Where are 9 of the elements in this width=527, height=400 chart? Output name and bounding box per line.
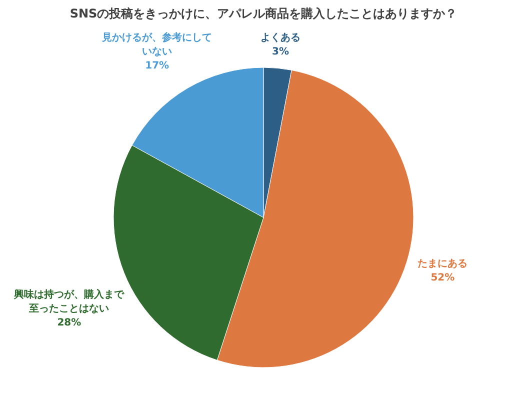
- data-label: 17%: [145, 60, 170, 72]
- chart-title: SNSの投稿をきっかけに、アパレル商品を購入したことはありますか？: [70, 6, 458, 20]
- slice-label: よくある: [260, 32, 301, 44]
- slice-label: 興味は持つが、購入まで至ったことはない: [13, 288, 126, 314]
- slice-label: たまにある: [418, 258, 468, 270]
- data-label: 52%: [430, 272, 455, 284]
- data-label: 28%: [57, 317, 82, 328]
- slice-label: 見かけるが、参考にしていない: [101, 32, 212, 58]
- data-label: 3%: [272, 46, 290, 58]
